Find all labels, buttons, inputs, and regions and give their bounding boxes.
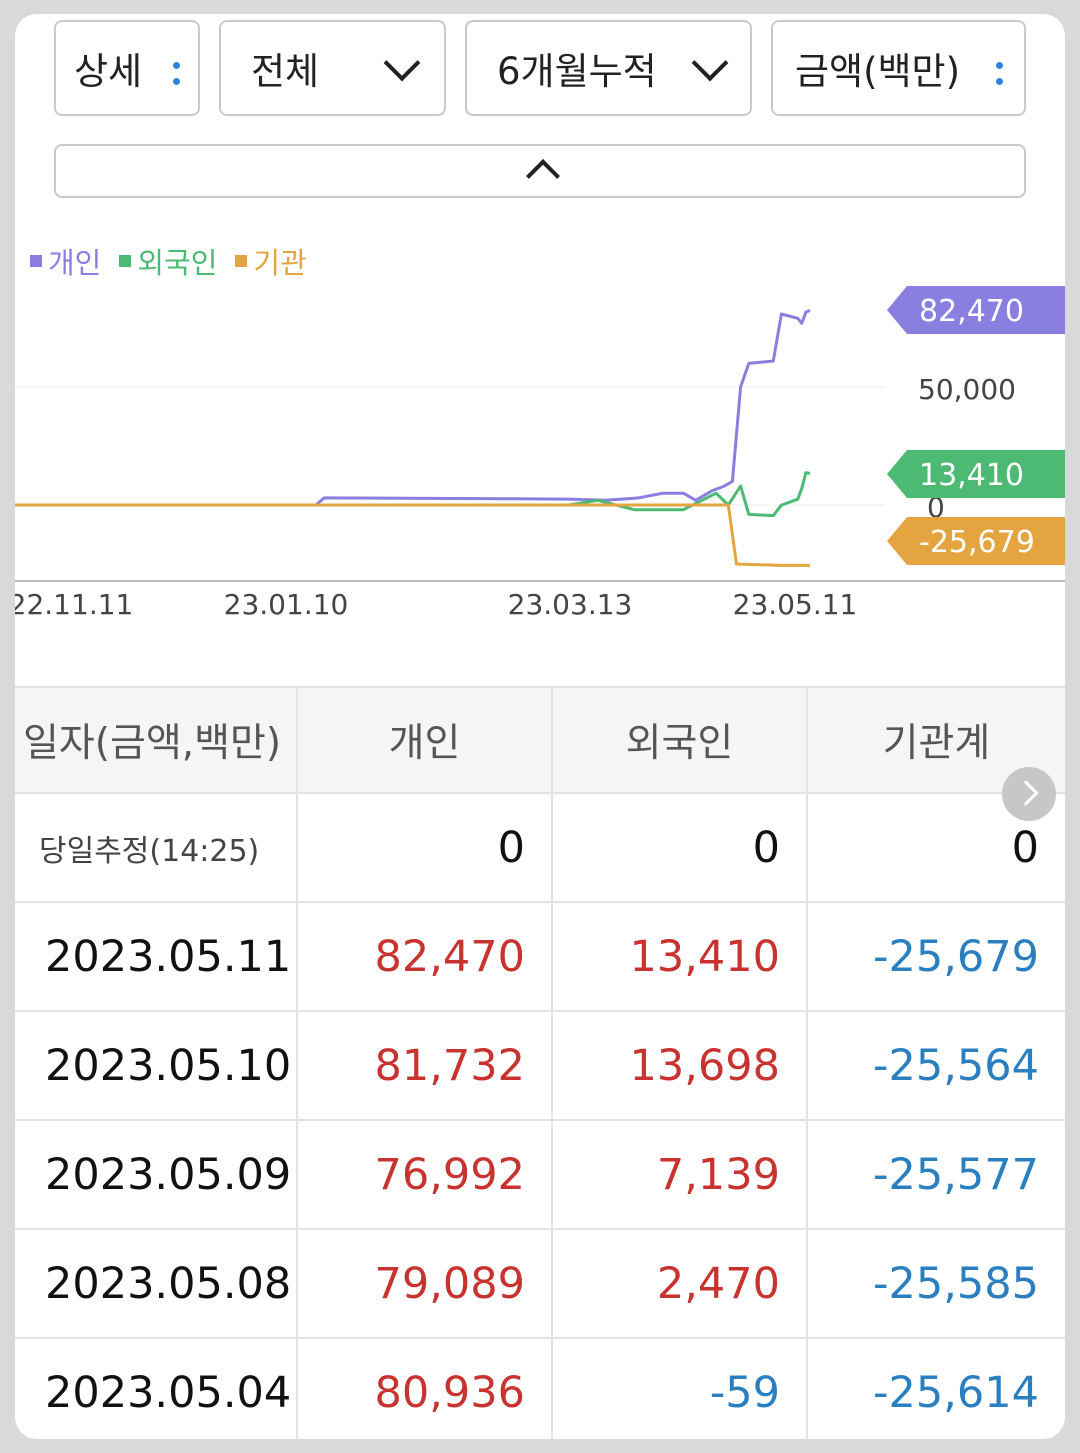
period-dropdown[interactable]: 6개월누적 (465, 20, 752, 116)
cell-individual: 81,732 (298, 1012, 553, 1119)
header-foreign: 외국인 (553, 688, 808, 792)
cell-date: 당일추정(14:25) (15, 794, 298, 901)
scope-dropdown-label: 전체 (251, 50, 320, 93)
cell-institution: -25,614 (873, 1367, 1039, 1418)
cell-date: 2023.05.10 (15, 1012, 298, 1119)
chevron-down-icon (691, 44, 729, 82)
x-tick-label: 23.05.11 (733, 588, 858, 621)
cell-individual: 80,936 (298, 1339, 553, 1439)
detail-dropdown-label: 상세 (74, 50, 143, 93)
series-line-기관 (15, 503, 811, 568)
table-row[interactable]: 2023.05.08 79,089 2,470 -25,585 (15, 1230, 1065, 1339)
legend-swatch (30, 255, 42, 267)
legend-swatch (119, 255, 132, 267)
chart-legend: 개인 외국인 기관 (30, 240, 307, 282)
unit-dropdown-label: 금액(백만) (795, 50, 961, 93)
legend-swatch (235, 255, 248, 267)
legend-item-foreign: 외국인 (119, 240, 217, 282)
y-tick-label: 0 (927, 491, 945, 524)
cell-foreign: 13,410 (553, 903, 808, 1010)
chevron-down-icon (383, 44, 421, 82)
series-line-외국인 (15, 471, 811, 518)
cell-individual: 79,089 (298, 1230, 553, 1337)
scope-dropdown[interactable]: 전체 (219, 20, 446, 116)
end-value-label: 13,410 (919, 458, 1024, 493)
chevron-up-icon (526, 159, 560, 193)
cell-date: 2023.05.11 (15, 903, 298, 1010)
cell-individual: 76,992 (298, 1121, 553, 1228)
end-value-tag (887, 450, 1065, 498)
table-row[interactable]: 2023.05.11 82,470 13,410 -25,679 (15, 903, 1065, 1012)
legend-label: 기관 (253, 246, 307, 280)
cell-institution: -25,564 (873, 1040, 1039, 1091)
kebab-icon (172, 62, 180, 85)
legend-item-institution: 기관 (235, 240, 307, 282)
cell-date: 2023.05.04 (15, 1339, 298, 1439)
cell-institution: 0 (1011, 822, 1039, 873)
kebab-icon (995, 62, 1003, 85)
header-individual: 개인 (298, 688, 553, 792)
detail-dropdown[interactable]: 상세 (54, 20, 200, 116)
cell-institution: -25,577 (873, 1149, 1039, 1200)
table-header: 일자(금액,백만) 개인 외국인 기관계 (15, 686, 1065, 794)
cell-date: 2023.05.08 (15, 1230, 298, 1337)
y-tick-label: 50,000 (918, 373, 1016, 406)
cell-individual: 82,470 (298, 903, 553, 1010)
header-date: 일자(금액,백만) (15, 688, 298, 792)
cell-date: 2023.05.09 (15, 1121, 298, 1228)
x-tick-label: 22.11.11 (15, 588, 133, 621)
x-tick-label: 23.03.13 (508, 588, 633, 621)
unit-dropdown[interactable]: 금액(백만) (771, 20, 1026, 116)
cell-foreign: 0 (553, 794, 808, 901)
cell-foreign: 13,698 (553, 1012, 808, 1119)
cell-individual: 0 (298, 794, 553, 901)
table-row[interactable]: 2023.05.09 76,992 7,139 -25,577 (15, 1121, 1065, 1230)
header-institution: 기관계 (882, 721, 991, 766)
series-line-개인 (15, 309, 811, 507)
cell-institution: -25,585 (873, 1258, 1039, 1309)
cell-foreign: 2,470 (553, 1230, 808, 1337)
x-tick-label: 23.01.10 (224, 588, 349, 621)
end-value-label: -25,679 (919, 525, 1035, 560)
cell-institution: -25,679 (873, 931, 1039, 982)
end-value-tag (887, 517, 1065, 565)
cell-foreign: 7,139 (553, 1121, 808, 1228)
table-row[interactable]: 2023.05.04 80,936 -59 -25,614 (15, 1339, 1065, 1439)
scroll-right-button[interactable] (1002, 767, 1056, 821)
table-row[interactable]: 당일추정(14:25) 0 0 0 (15, 794, 1065, 903)
period-dropdown-label: 6개월누적 (497, 50, 657, 93)
table-row[interactable]: 2023.05.10 81,732 13,698 -25,564 (15, 1012, 1065, 1121)
end-value-tag (887, 286, 1065, 334)
investor-trading-panel: 상세 전체 6개월누적 금액(백만) 개인 외국인 기관 0 50,000 22.1… (15, 14, 1065, 1439)
cell-foreign: -59 (553, 1339, 808, 1439)
collapse-button[interactable] (54, 144, 1026, 198)
cumulative-net-buying-chart: 0 50,000 22.11.11 23.01.10 23.03.13 23.05.11 8… (15, 286, 1065, 621)
legend-item-individual: 개인 (30, 240, 101, 282)
end-value-label: 82,470 (919, 294, 1024, 329)
legend-label: 외국인 (137, 246, 218, 280)
chevron-right-icon (1013, 780, 1039, 806)
legend-label: 개인 (48, 246, 102, 280)
